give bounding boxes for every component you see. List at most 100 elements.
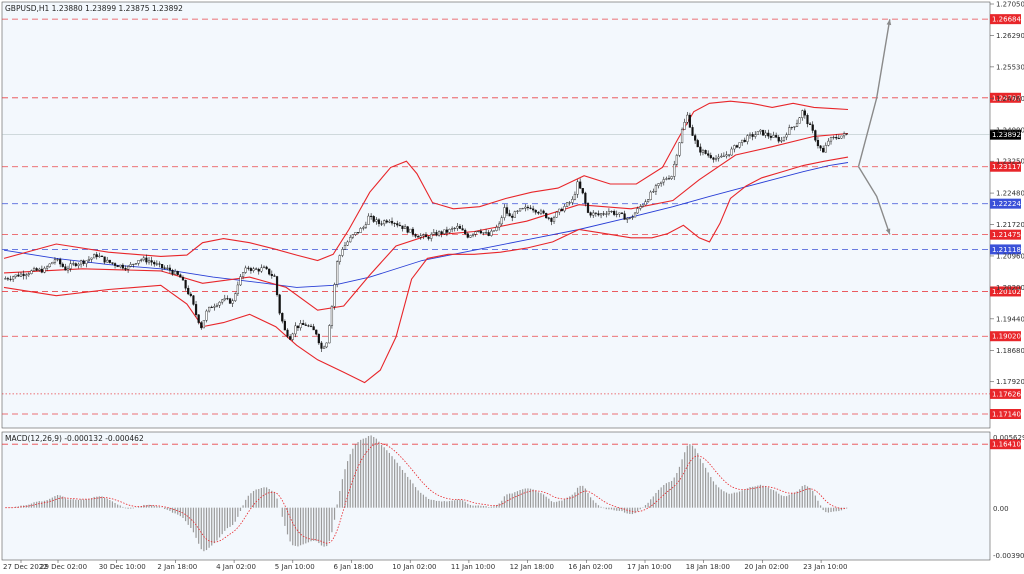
- candle-body: [534, 209, 537, 213]
- candle-body: [184, 280, 187, 289]
- candle-body: [589, 212, 592, 216]
- candle-body: [362, 227, 365, 229]
- candle-body: [602, 213, 605, 215]
- candle-body: [189, 293, 192, 296]
- price-tick-label: 1.24000: [996, 127, 1024, 135]
- candle-body: [4, 278, 7, 280]
- candle-body: [495, 227, 498, 231]
- candle-body: [9, 278, 12, 280]
- candle-body: [560, 208, 563, 212]
- candle-body: [754, 134, 757, 137]
- level-label: 1.23117: [992, 163, 1021, 171]
- candle-body: [132, 263, 135, 265]
- macd-scale-bottom: -0.003905: [993, 552, 1024, 560]
- candle-body: [270, 273, 273, 276]
- candle-body: [249, 268, 253, 271]
- candle-body: [545, 212, 548, 219]
- candle-body: [87, 259, 91, 262]
- candle-body: [176, 271, 179, 275]
- candle-body: [228, 298, 232, 304]
- candle-body: [95, 254, 98, 258]
- candle-body: [720, 155, 723, 158]
- candle-body: [187, 287, 190, 295]
- main-plot-area[interactable]: [1, 1, 991, 429]
- candle-body: [273, 275, 276, 277]
- candle-body: [127, 266, 130, 270]
- bollinger-bands: [3, 100, 849, 384]
- candle-body: [202, 320, 205, 329]
- candle-body: [513, 211, 516, 218]
- bollinger-lower: [3, 156, 849, 384]
- candle-body: [801, 110, 804, 118]
- time-tick-label: 17 Jan 10:00: [627, 563, 671, 571]
- candle-body: [283, 320, 286, 331]
- candle-body: [289, 336, 292, 340]
- macd-plot-area[interactable]: [1, 431, 991, 561]
- candle-body: [563, 206, 566, 212]
- candle-body: [247, 267, 250, 269]
- candle-body: [568, 202, 571, 204]
- candle-body: [226, 298, 229, 300]
- candle-body: [835, 136, 838, 139]
- candle-body: [498, 223, 501, 228]
- candle-body: [492, 230, 496, 232]
- candle-body: [307, 325, 310, 327]
- level-label: 1.16410: [992, 441, 1021, 449]
- candle-body: [639, 206, 642, 209]
- candle-body: [302, 323, 305, 326]
- candle-body: [487, 232, 490, 236]
- bollinger-upper: [3, 100, 849, 262]
- candle-body: [341, 249, 344, 256]
- candle-body: [516, 210, 519, 212]
- candle-body: [192, 295, 195, 305]
- candle-body: [555, 211, 558, 218]
- candle-body: [701, 150, 705, 153]
- candle-body: [72, 263, 75, 265]
- candle-body: [518, 208, 522, 212]
- candle-body: [552, 217, 556, 222]
- candle-body: [798, 117, 801, 124]
- candle-body: [451, 228, 454, 230]
- candle-body: [163, 267, 166, 269]
- candles: [4, 108, 848, 352]
- price-tick-label: 1.19440: [996, 315, 1024, 323]
- candle-body: [364, 224, 367, 228]
- candle-body: [678, 142, 681, 156]
- candle-body: [435, 232, 438, 236]
- candle-body: [464, 229, 467, 234]
- candle-body: [785, 134, 788, 138]
- candle-body: [542, 210, 545, 214]
- price-tick-label: 1.24760: [996, 95, 1024, 103]
- candle-body: [336, 261, 339, 285]
- candle-body: [490, 230, 493, 236]
- forecast-arrow-head: [886, 19, 892, 26]
- candle-body: [558, 208, 561, 213]
- candle-body: [356, 232, 360, 234]
- level-label: 1.24783: [992, 94, 1021, 102]
- candle-body: [393, 222, 396, 224]
- candle-body: [322, 346, 326, 349]
- level-label-bg: [990, 244, 1021, 255]
- candle-body: [599, 213, 603, 216]
- candle-body: [108, 259, 111, 263]
- candle-body: [479, 230, 482, 234]
- candle-body: [741, 139, 744, 143]
- candle-body: [524, 206, 527, 209]
- candle-body: [200, 322, 203, 329]
- time-tick-label: 23 Jan 10:00: [803, 563, 847, 571]
- candle-body: [484, 232, 488, 234]
- candle-body: [424, 234, 428, 238]
- candle-body: [35, 268, 38, 271]
- candle-body: [803, 110, 806, 116]
- candle-body: [74, 263, 77, 266]
- candle-body: [456, 225, 459, 229]
- candle-body: [586, 203, 590, 213]
- candle-body: [448, 229, 451, 233]
- candle-body: [349, 237, 352, 243]
- candle-body: [430, 234, 433, 239]
- candle-body: [317, 333, 320, 344]
- candle-body: [32, 268, 36, 271]
- candle-body: [471, 234, 475, 236]
- candle-body: [461, 228, 464, 231]
